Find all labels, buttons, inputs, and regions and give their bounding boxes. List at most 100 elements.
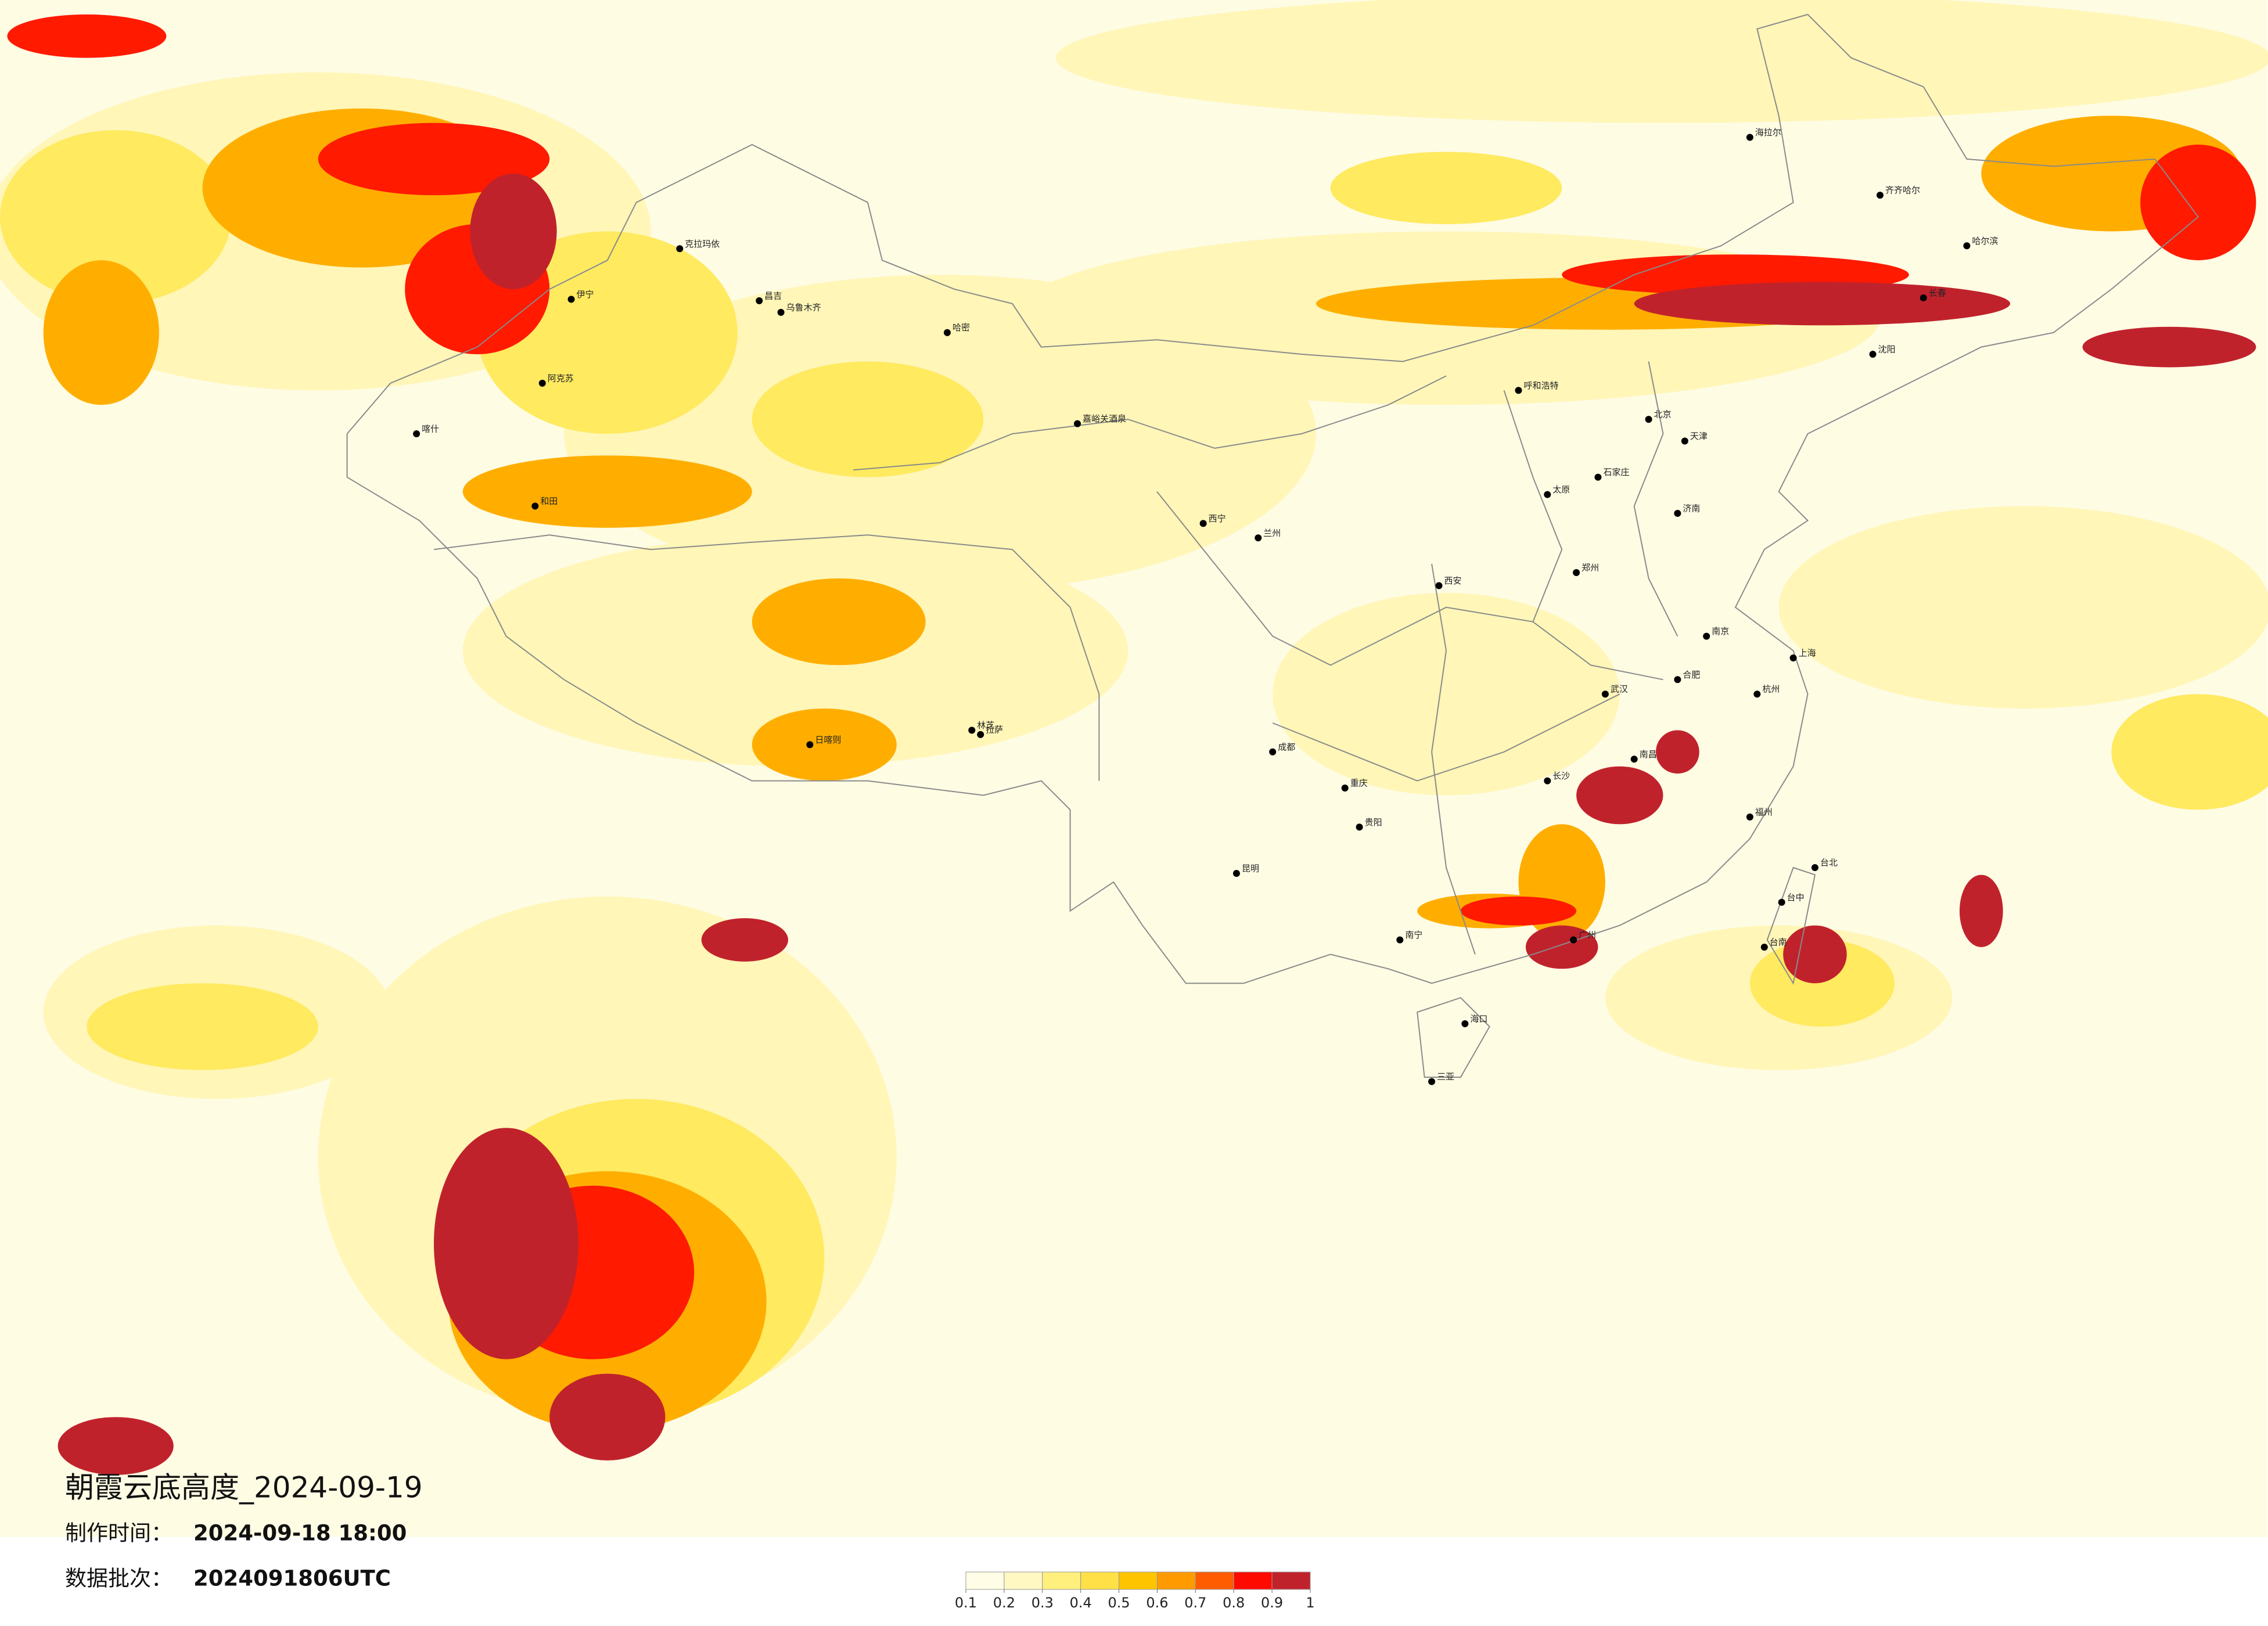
city-label: 广州 — [1579, 930, 1596, 940]
borders — [346, 13, 2199, 1078]
legend-tick-label: 1 — [1306, 1595, 1314, 1611]
city-label: 长沙 — [1552, 771, 1570, 781]
city-dot — [943, 329, 951, 336]
city-label: 武汉 — [1611, 684, 1628, 695]
city-dot — [1630, 756, 1638, 763]
city-label: 伊宁 — [577, 289, 594, 300]
city-label: 昆明 — [1242, 863, 1259, 873]
city-dot — [1570, 936, 1577, 944]
legend-tick-label: 0.8 — [1223, 1595, 1245, 1611]
city-dot — [1811, 864, 1818, 871]
city-dot — [1074, 420, 1081, 427]
city-label: 嘉峪关酒泉 — [1083, 413, 1126, 424]
city-label: 福州 — [1755, 807, 1773, 817]
city-dot — [531, 502, 539, 510]
city-dot — [1461, 1020, 1469, 1027]
city-label: 济南 — [1683, 503, 1700, 513]
city-label: 台中 — [1787, 892, 1805, 902]
city-dot — [1341, 785, 1349, 792]
city-label: 北京 — [1654, 409, 1672, 420]
made-label: 制作时间： — [65, 1521, 172, 1546]
legend-tick-label: 0.6 — [1146, 1595, 1168, 1611]
city-label: 西安 — [1444, 575, 1462, 586]
city-label: 太原 — [1552, 484, 1570, 495]
city-label: 上海 — [1799, 647, 1816, 658]
city-dot — [1760, 943, 1768, 951]
city-dot — [538, 379, 546, 387]
batch-label: 数据批次： — [65, 1566, 172, 1591]
city-dot — [1269, 748, 1277, 756]
city-dot — [1674, 509, 1681, 517]
city-label: 海口 — [1470, 1013, 1487, 1024]
city-label: 杭州 — [1762, 684, 1780, 695]
city-label: 合肥 — [1683, 670, 1700, 680]
legend: 0.1 0.2 0.3 0.4 0.5 0.6 0.7 0.8 0.9 1 — [955, 1571, 1315, 1611]
city-label: 石家庄 — [1603, 467, 1629, 477]
city-label: 长春 — [1929, 287, 1946, 298]
city-dot — [1963, 242, 1971, 250]
city-label: 贵阳 — [1365, 817, 1382, 828]
city-label: 台南 — [1770, 937, 1787, 947]
city-dot — [1645, 416, 1652, 423]
legend-tick-label: 0.4 — [1070, 1595, 1092, 1611]
city-dot — [1199, 520, 1207, 527]
city-dot — [1753, 690, 1761, 698]
city-label: 哈密 — [953, 322, 970, 333]
city-dot — [413, 430, 420, 437]
city-label: 海拉尔 — [1755, 127, 1781, 138]
city-dot — [676, 245, 684, 253]
city-dot — [756, 297, 763, 304]
city-label: 阿克苏 — [548, 373, 574, 383]
legend-swatch — [1042, 1571, 1081, 1590]
city-dot — [1594, 473, 1602, 481]
city-dot — [1435, 582, 1443, 589]
legend-swatch — [1195, 1571, 1234, 1590]
city-label: 喀什 — [422, 424, 439, 434]
city-dot — [1428, 1078, 1436, 1085]
city-label: 台北 — [1820, 858, 1838, 868]
legend-tick-label: 0.5 — [1108, 1595, 1130, 1611]
city-dot — [1681, 437, 1688, 445]
city-dot — [1746, 134, 1753, 141]
city-label: 南宁 — [1405, 930, 1422, 940]
city-dot — [1544, 491, 1551, 498]
city-label: 呼和浩特 — [1524, 380, 1559, 391]
city-label: 哈尔滨 — [1972, 236, 1998, 246]
city-label: 林芝 — [977, 720, 994, 731]
legend-tick-label: 0.1 — [955, 1595, 977, 1611]
city-dot — [1778, 898, 1785, 906]
city-dot — [1396, 936, 1404, 944]
city-label: 昌吉 — [764, 290, 782, 301]
city-dot — [1255, 534, 1262, 542]
city-dot — [1869, 351, 1877, 358]
legend-tick-label: 0.3 — [1031, 1595, 1054, 1611]
city-label: 沈阳 — [1878, 344, 1896, 355]
city-label: 乌鲁木齐 — [786, 302, 821, 312]
city-label: 天津 — [1690, 431, 1708, 441]
city-dot — [1356, 823, 1363, 831]
legend-swatch — [1080, 1571, 1120, 1590]
city-dot — [1232, 869, 1240, 877]
legend-tick-label: 0.2 — [993, 1595, 1015, 1611]
city-label: 三亚 — [1437, 1071, 1454, 1082]
legend-tick-label: 0.7 — [1184, 1595, 1206, 1611]
city-dot — [1920, 294, 1927, 301]
city-dot — [968, 726, 976, 734]
city-dot — [806, 741, 814, 749]
city-dot — [567, 296, 575, 303]
city-dot — [1674, 676, 1681, 684]
city-dot — [1601, 690, 1609, 698]
field-max — [57, 173, 2256, 1475]
legend-swatch — [1119, 1571, 1158, 1590]
city-dot — [1789, 654, 1797, 661]
city-label: 和田 — [540, 496, 558, 506]
batch-value: 2024091806UTC — [193, 1566, 391, 1591]
map-title: 朝霞云底高度_2024-09-19 — [65, 1471, 423, 1505]
city-label: 重庆 — [1350, 778, 1368, 789]
city-label: 西宁 — [1209, 513, 1226, 524]
legend-swatch — [1233, 1571, 1273, 1590]
city-label: 克拉玛依 — [685, 239, 720, 249]
legend-swatch — [965, 1571, 1005, 1590]
